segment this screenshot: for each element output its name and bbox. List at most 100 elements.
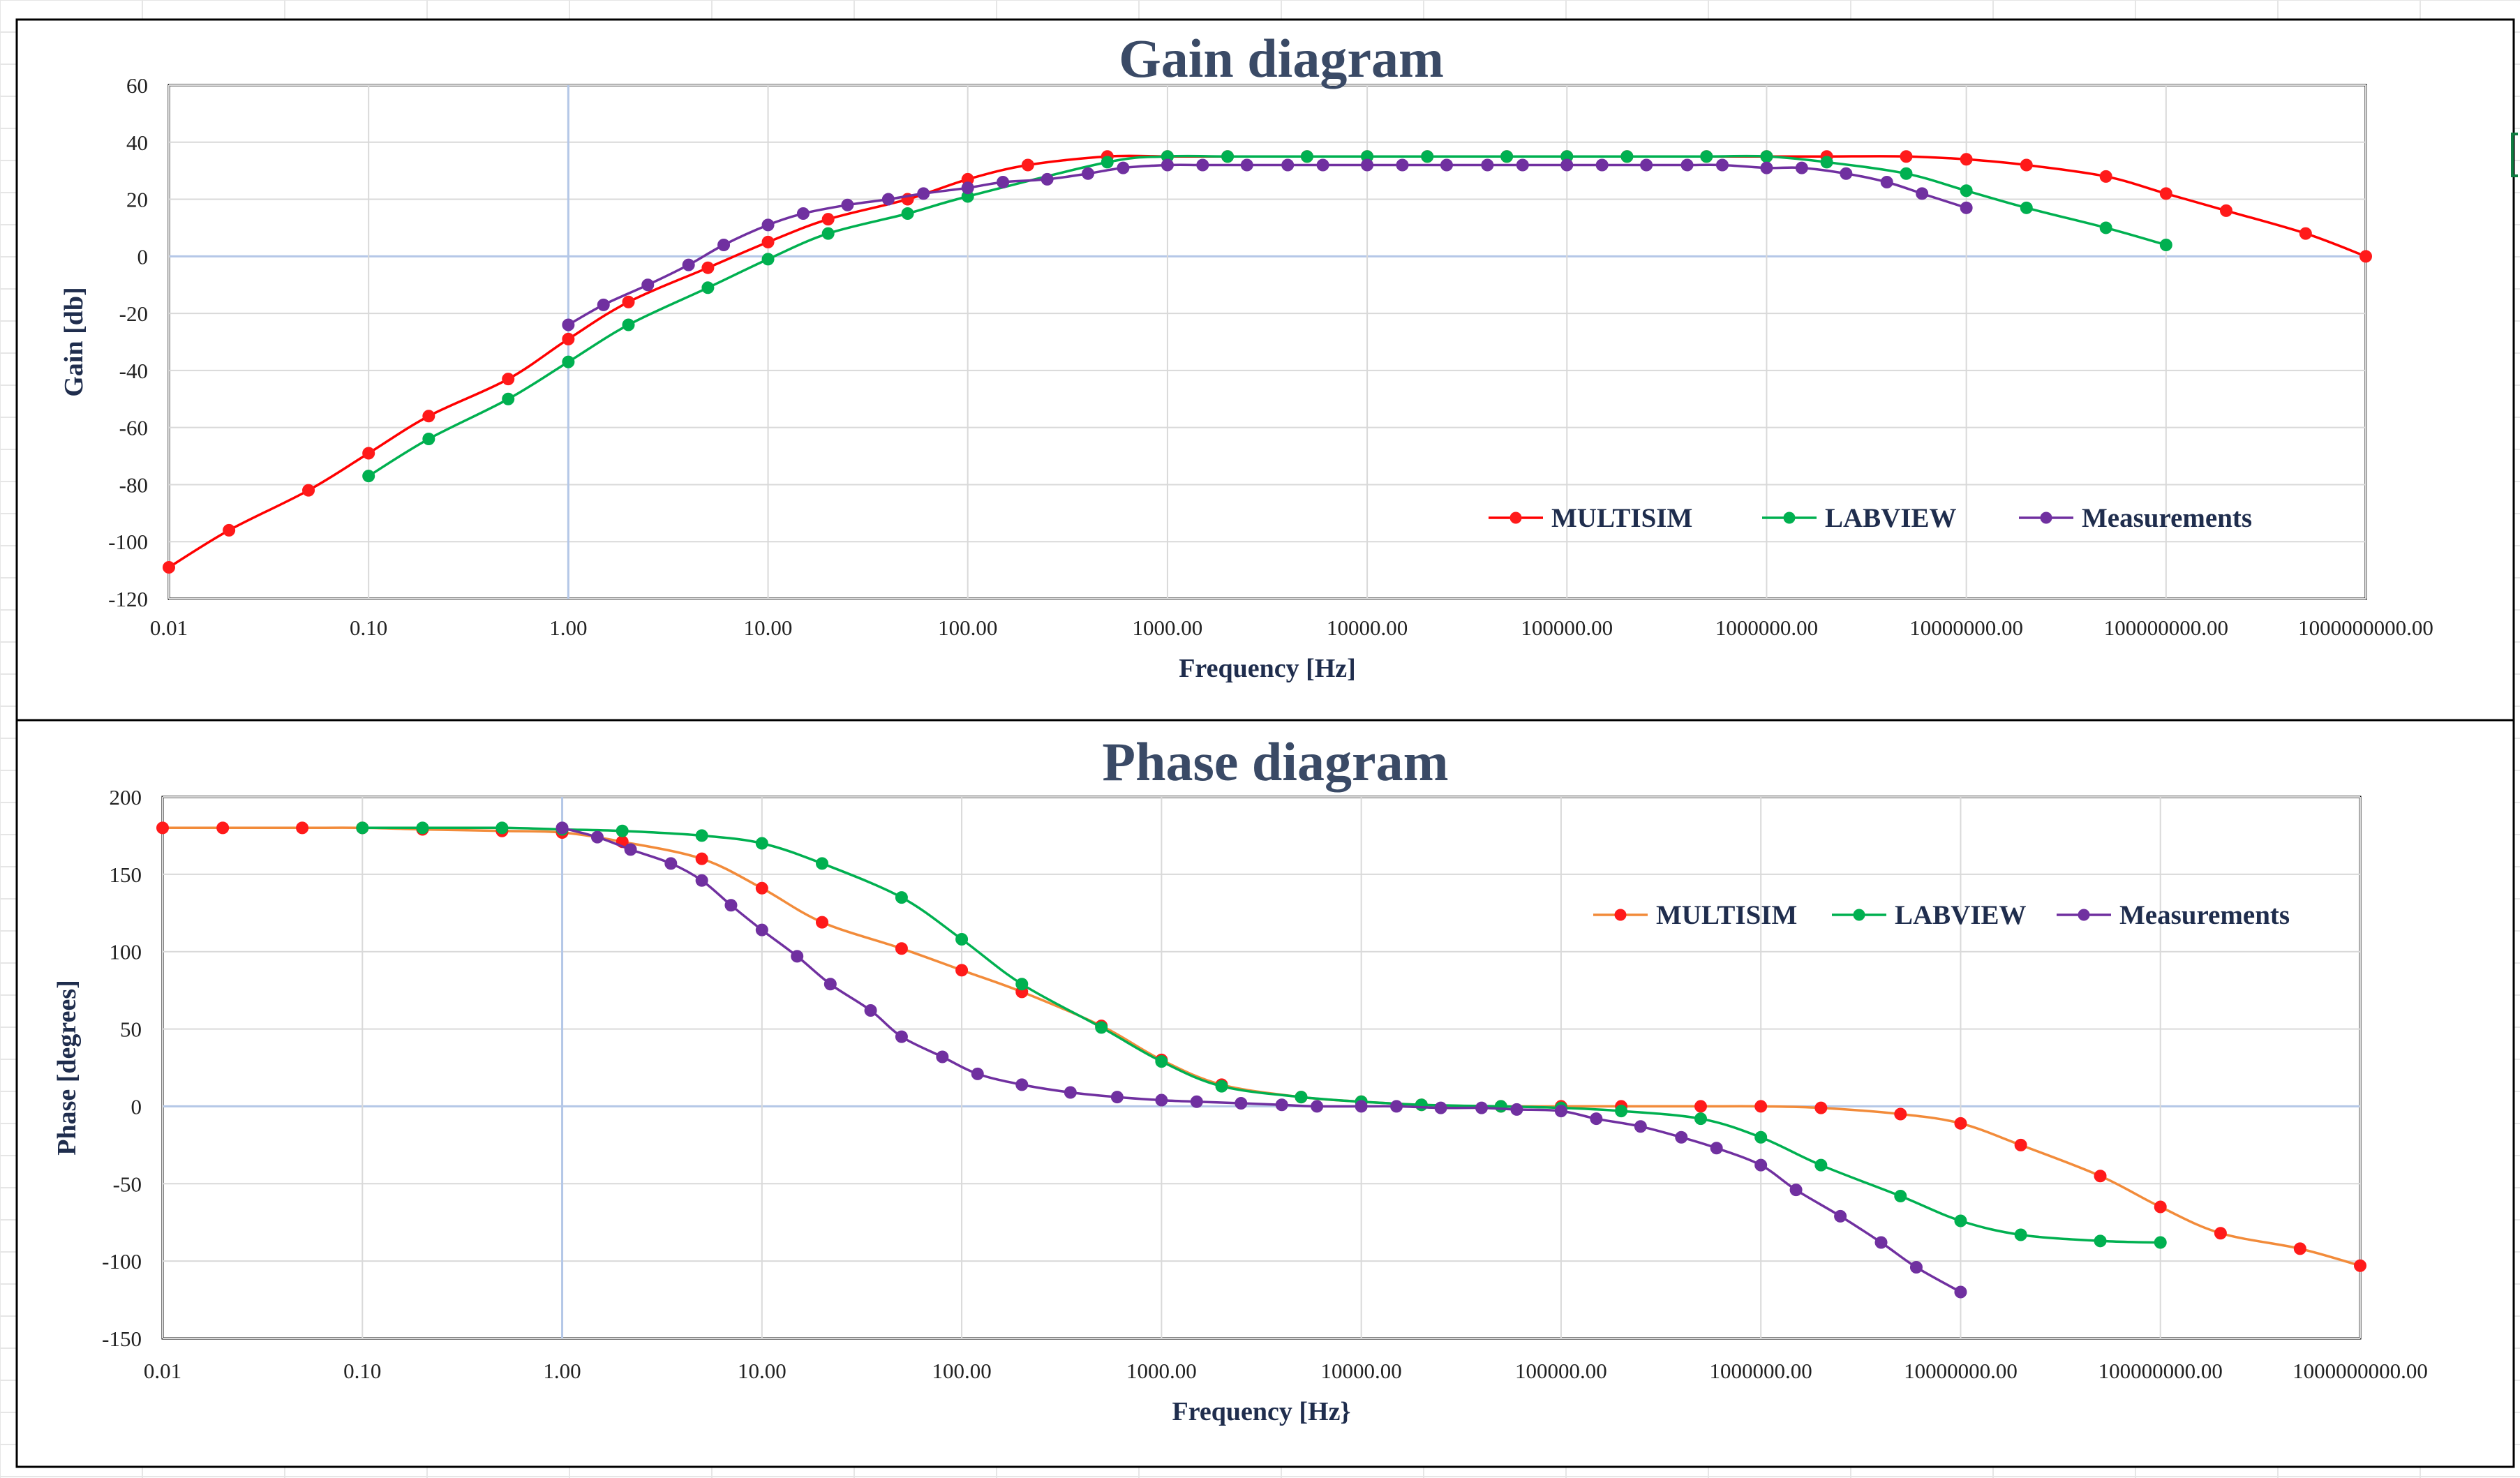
data-point-measurements [796, 207, 810, 220]
legend-label: Measurements [2119, 900, 2290, 930]
data-point-measurements [1960, 201, 1973, 214]
data-point-measurements [717, 238, 731, 251]
data-point-measurements [1710, 1142, 1723, 1155]
data-point-measurements [1475, 1101, 1488, 1114]
legend-marker [1783, 512, 1796, 524]
data-point-multisim [1954, 1117, 1967, 1130]
x-tick-label: 10.00 [738, 1359, 786, 1383]
data-point-measurements [1196, 158, 1209, 172]
data-point-multisim [502, 373, 515, 386]
data-point-measurements [1874, 1236, 1888, 1249]
x-tick-label: 10000000.00 [1909, 615, 2023, 640]
data-point-measurements [695, 874, 708, 887]
data-point-multisim [1900, 150, 1913, 163]
data-point-labview [1814, 1158, 1828, 1172]
data-point-labview [761, 253, 775, 266]
data-point-multisim [2159, 187, 2172, 200]
y-tick-label: -150 [102, 1327, 142, 1351]
data-point-multisim [223, 523, 236, 537]
data-point-measurements [936, 1050, 949, 1063]
x-tick-label: 1000000.00 [1715, 615, 1818, 640]
data-point-labview [622, 318, 635, 331]
x-tick-label: 100000.00 [1521, 615, 1613, 640]
data-point-measurements [1795, 161, 1808, 174]
x-tick-label: 1000000.00 [1710, 1359, 1812, 1383]
x-tick-label: 10000.00 [1327, 615, 1408, 640]
data-point-labview [1215, 1080, 1228, 1093]
data-point-measurements [1396, 158, 1409, 172]
data-point-measurements [1390, 1100, 1403, 1113]
y-tick-label: 60 [126, 73, 148, 98]
data-point-measurements [997, 176, 1010, 189]
data-point-measurements [1516, 158, 1529, 172]
legend-marker [1509, 512, 1522, 524]
data-point-multisim [2293, 1242, 2306, 1255]
data-point-measurements [724, 899, 738, 912]
y-tick-label: -60 [119, 416, 148, 440]
data-point-multisim [821, 213, 835, 226]
data-point-labview [1500, 150, 1514, 163]
y-tick-label: 40 [126, 130, 148, 155]
y-tick-label: -50 [113, 1172, 142, 1196]
data-point-multisim [362, 447, 375, 460]
legend-label: MULTISIM [1656, 900, 1797, 930]
data-point-labview [895, 891, 908, 904]
data-point-measurements [590, 830, 604, 844]
data-point-multisim [2219, 204, 2232, 217]
data-point-labview [502, 392, 515, 405]
data-point-measurements [1117, 161, 1130, 174]
data-point-measurements [1161, 158, 1174, 172]
data-point-labview [1095, 1021, 1108, 1034]
data-point-measurements [1916, 187, 1929, 200]
data-point-multisim [1814, 1101, 1828, 1114]
data-point-labview [422, 433, 435, 446]
y-tick-label: 0 [131, 1094, 142, 1119]
data-point-measurements [664, 857, 678, 870]
data-point-labview [1754, 1130, 1768, 1144]
data-point-multisim [1754, 1100, 1768, 1113]
data-point-labview [695, 829, 708, 842]
x-tick-label: 100000000.00 [2098, 1359, 2223, 1383]
y-tick-label: -100 [102, 1249, 142, 1274]
cell-marker [2511, 133, 2518, 177]
y-tick-label: -120 [108, 587, 148, 611]
data-point-multisim [2154, 1200, 2167, 1214]
data-point-labview [1900, 167, 1913, 180]
data-point-measurements [1760, 161, 1773, 174]
data-point-multisim [755, 881, 768, 895]
series-line-labview [362, 826, 2161, 1244]
legend-label: Measurements [2082, 503, 2252, 533]
data-point-labview [362, 470, 375, 483]
data-point-measurements [1041, 172, 1054, 186]
x-tick-label: 1000000000.00 [2292, 1359, 2428, 1383]
x-tick-label: 1000000000.00 [2298, 615, 2433, 640]
data-point-measurements [597, 298, 610, 311]
chart-title: Gain diagram [1119, 28, 1444, 89]
legend-label: LABVIEW [1825, 503, 1957, 533]
data-point-measurements [1082, 167, 1095, 180]
data-point-measurements [1640, 158, 1653, 172]
data-point-labview [1620, 150, 1634, 163]
data-point-multisim [2359, 250, 2372, 263]
data-point-measurements [1190, 1095, 1203, 1108]
y-tick-label: 20 [126, 188, 148, 212]
data-point-measurements [1355, 1100, 1368, 1113]
x-tick-label: 100000000.00 [2104, 615, 2228, 640]
data-point-labview [1820, 156, 1833, 169]
legend-label: LABVIEW [1895, 900, 2027, 930]
x-tick-label: 0.10 [343, 1359, 381, 1383]
data-point-measurements [755, 923, 768, 936]
data-point-labview [1760, 150, 1773, 163]
x-tick-label: 1000.00 [1126, 1359, 1197, 1383]
series-line-labview [368, 154, 2167, 477]
data-point-measurements [1440, 158, 1453, 172]
data-point-measurements [556, 821, 569, 835]
data-point-labview [416, 821, 429, 835]
data-point-multisim [1021, 158, 1034, 172]
data-point-multisim [163, 561, 175, 574]
data-point-labview [356, 821, 369, 835]
data-point-multisim [296, 821, 309, 835]
data-point-measurements [1015, 1078, 1029, 1091]
